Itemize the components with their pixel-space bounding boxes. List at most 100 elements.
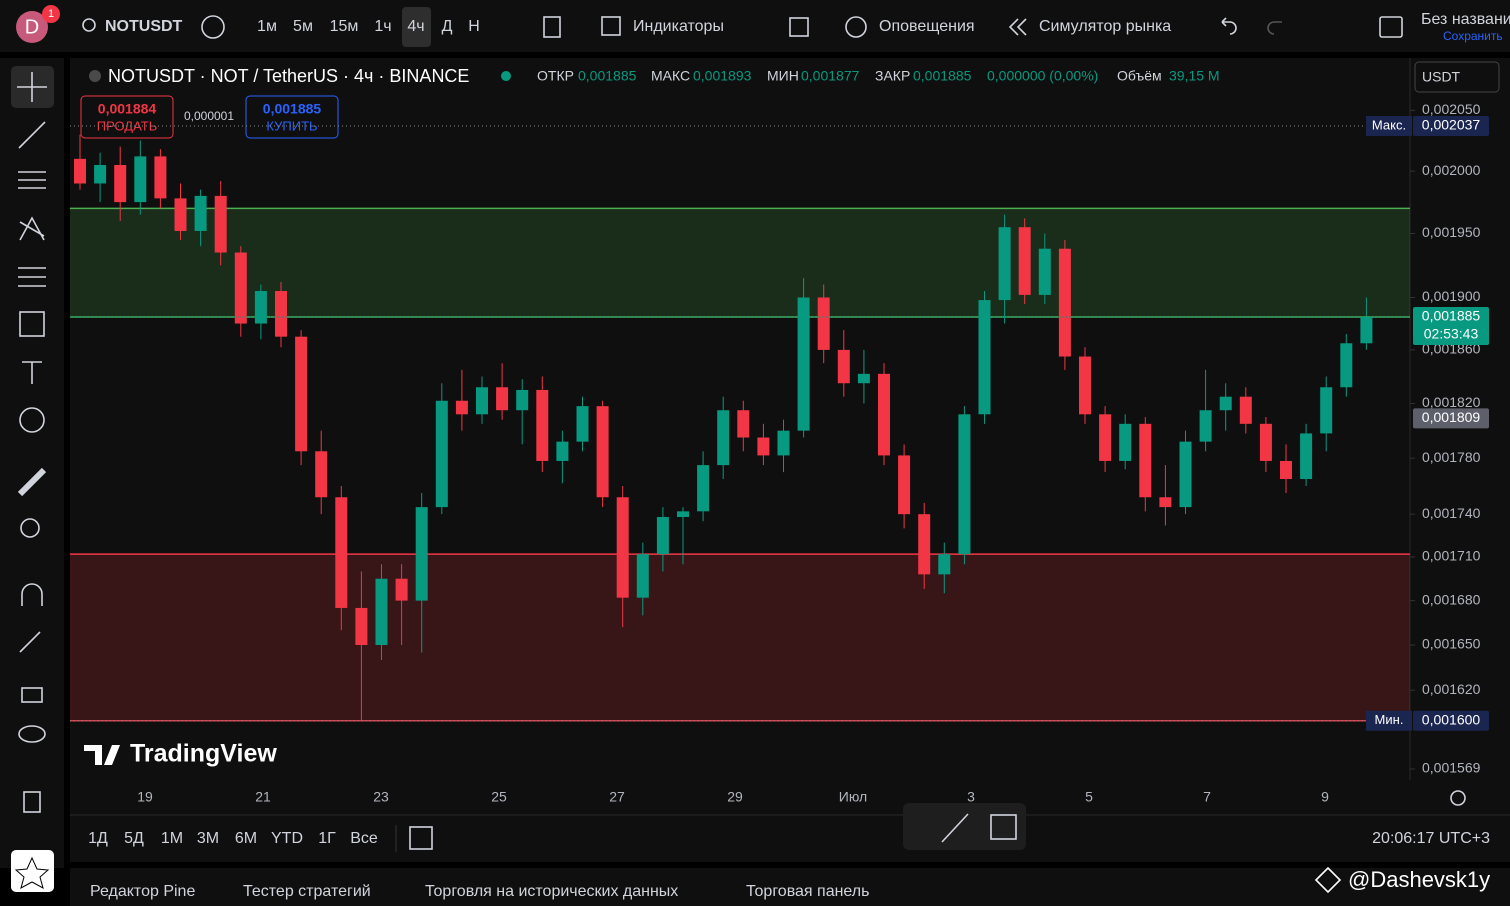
trendline-tool[interactable]	[18, 121, 46, 149]
ruler-tool[interactable]	[17, 467, 47, 497]
save[interactable]: Сохранить	[1443, 29, 1503, 43]
floating-line-tool[interactable]	[941, 813, 969, 843]
price-label-name-box	[1366, 115, 1412, 136]
candle-body	[174, 198, 187, 231]
currency[interactable]: USDT	[1422, 69, 1461, 85]
legend-change: 0,000000 (0,00%)	[987, 68, 1098, 84]
fib-tool[interactable]	[18, 171, 46, 189]
candle-body	[1199, 410, 1212, 442]
candle-body	[335, 497, 348, 608]
y-tick-label: 0,001820	[1422, 394, 1481, 410]
magnet-tool[interactable]	[21, 583, 43, 606]
lock-tool[interactable]	[21, 687, 43, 703]
range-button[interactable]: 1Г	[318, 830, 336, 847]
candle-body	[857, 373, 870, 384]
candle-body	[978, 300, 991, 415]
timeframe[interactable]: 1ч	[374, 18, 391, 35]
sell-price: 0,001884	[98, 101, 157, 117]
range-button[interactable]: 3М	[197, 830, 219, 847]
axis-settings[interactable]	[1450, 790, 1466, 806]
y-tick-label: 0,001900	[1422, 288, 1481, 304]
bottom-tab[interactable]: Торговая панель	[746, 883, 869, 900]
x-tick-label: 9	[1321, 789, 1329, 805]
candle-body	[214, 195, 227, 253]
legend-low: 0,001877	[801, 68, 860, 84]
market-status	[501, 71, 511, 81]
candle-body	[295, 336, 308, 452]
replay-icon[interactable]	[1008, 18, 1027, 36]
symbol[interactable]: NOTUSDT	[105, 18, 183, 35]
candle-body	[154, 156, 167, 199]
bottom-tab[interactable]: Торговля на исторических данных	[425, 883, 678, 900]
candle-body	[817, 297, 830, 350]
trash-tool[interactable]	[23, 791, 41, 813]
visibility-tool[interactable]	[18, 725, 46, 743]
forecast-tool[interactable]	[18, 267, 46, 287]
timeframe[interactable]: 15м	[330, 18, 359, 35]
candle-body	[415, 507, 428, 601]
candle-body	[455, 400, 468, 415]
range-button[interactable]: 6М	[235, 830, 257, 847]
pattern-tool[interactable]	[19, 216, 45, 241]
spread: 0,000001	[184, 109, 234, 123]
tv-logo	[84, 745, 120, 765]
price-label-name: Мин.	[1375, 712, 1404, 727]
range-button[interactable]: 5Д	[124, 830, 144, 847]
emoji-tool[interactable]	[19, 407, 45, 433]
favorites[interactable]	[11, 850, 54, 892]
price-label: 0,001885	[1422, 308, 1481, 324]
timeframe[interactable]: 1м	[257, 18, 277, 35]
goto-date[interactable]	[409, 826, 433, 850]
candle-body	[1079, 356, 1091, 415]
candle-body	[134, 156, 147, 203]
bottom-tab[interactable]: Тестер стратегий	[243, 883, 371, 900]
layout-icon[interactable]	[1379, 16, 1403, 38]
range-button[interactable]: 1Д	[88, 830, 108, 847]
candle-body	[194, 195, 207, 231]
price-label-name-box	[1366, 710, 1412, 731]
price-label-box	[1413, 307, 1489, 346]
alerts[interactable]: Оповещения	[879, 18, 975, 35]
range-button[interactable]: 1М	[161, 830, 183, 847]
candle-body	[496, 387, 509, 411]
indicators-icon[interactable]	[601, 16, 621, 36]
replay[interactable]: Симулятор рынка	[1039, 18, 1171, 35]
draw-lock-tool[interactable]	[19, 631, 41, 653]
y-tick-label: 0,001680	[1422, 591, 1481, 607]
candle-body	[254, 291, 267, 324]
candle-body	[1159, 497, 1172, 508]
sell-button[interactable]	[80, 95, 174, 139]
candle-body	[556, 441, 569, 461]
templates-icon[interactable]	[789, 17, 809, 37]
price-label: 0,001809	[1422, 409, 1481, 425]
layout-name[interactable]: Без названи	[1421, 11, 1510, 28]
currency-select[interactable]	[1414, 61, 1500, 93]
x-tick-label: 21	[255, 789, 271, 805]
shape-tool[interactable]	[19, 311, 45, 337]
candle-body	[74, 158, 86, 184]
text-tool[interactable]	[22, 361, 42, 384]
floating-rect-tool[interactable]	[990, 814, 1017, 840]
candle-body	[1018, 227, 1031, 295]
y-tick-label: 0,001620	[1422, 681, 1481, 697]
bottom-tab[interactable]: Редактор Pine	[90, 883, 195, 900]
range-button[interactable]: Все	[350, 830, 378, 847]
timeframe[interactable]: 4ч	[407, 18, 424, 35]
redo[interactable]	[1267, 21, 1282, 35]
crosshair-tool[interactable]	[17, 72, 47, 102]
candle-body	[677, 511, 689, 518]
undo[interactable]	[1221, 17, 1237, 35]
alerts-icon[interactable]	[845, 16, 867, 38]
indicators[interactable]: Индикаторы	[633, 18, 724, 35]
chart-type-icon[interactable]	[543, 16, 561, 38]
x-tick-label: 19	[137, 789, 153, 805]
timeframe[interactable]: Н	[468, 18, 480, 35]
buy-button[interactable]	[245, 95, 339, 139]
range-button[interactable]: YTD	[271, 830, 303, 847]
price-label-box	[1413, 710, 1489, 731]
avatar[interactable]	[16, 11, 48, 43]
add-symbol[interactable]	[201, 15, 225, 39]
zoom-tool[interactable]	[20, 518, 40, 538]
timeframe[interactable]: 5м	[293, 18, 313, 35]
timeframe[interactable]: Д	[442, 18, 453, 35]
